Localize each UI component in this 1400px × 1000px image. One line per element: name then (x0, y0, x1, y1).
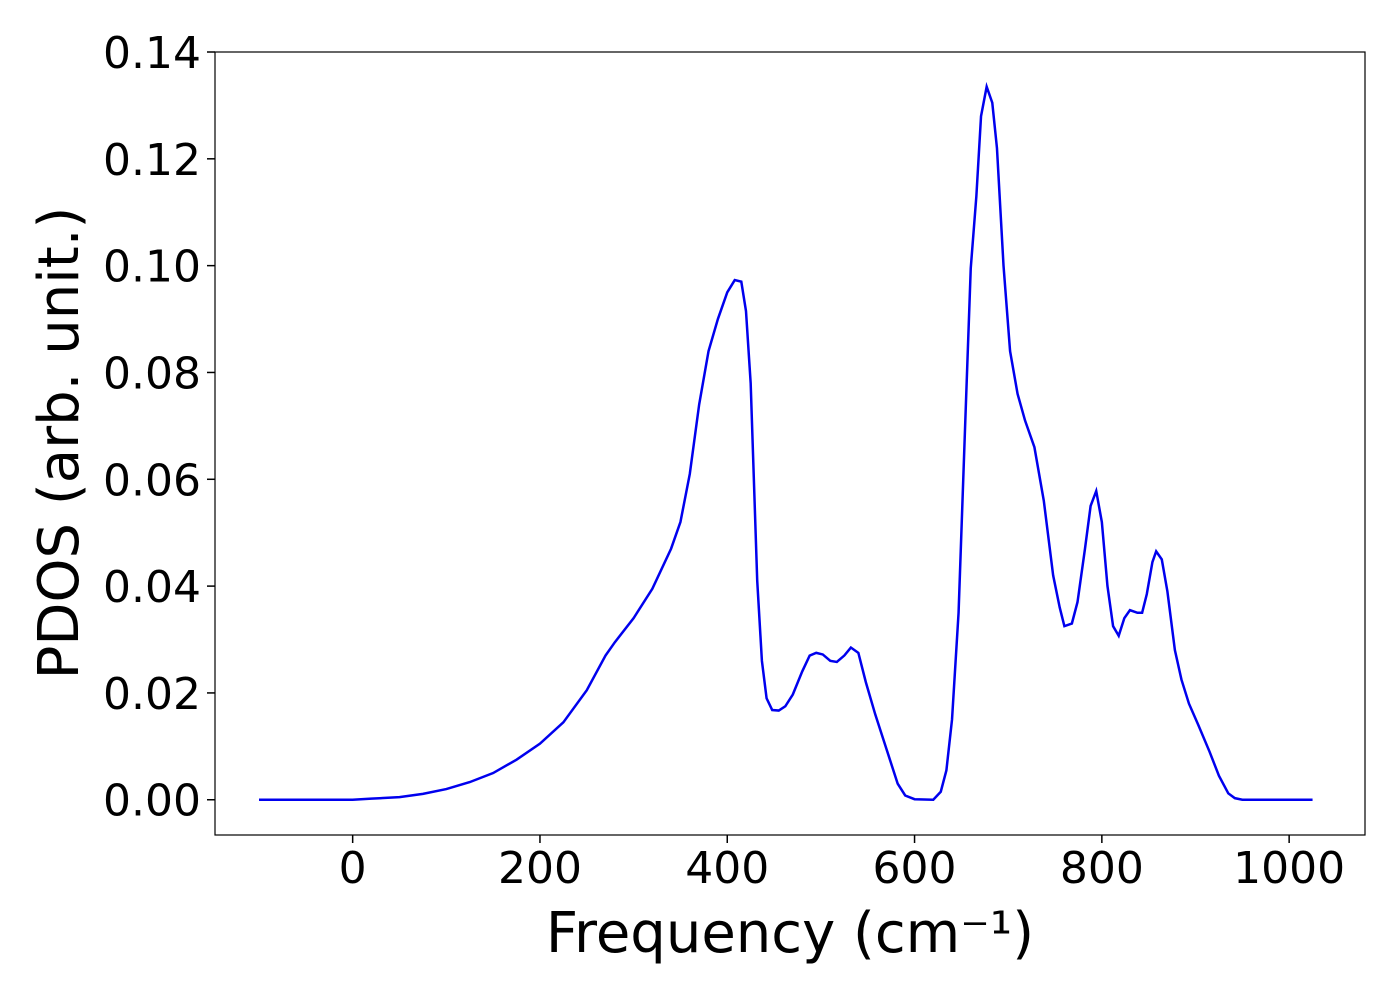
y-tick-label: 0.04 (103, 562, 201, 613)
x-tick-label: 0 (339, 843, 367, 894)
x-tick-label: 1000 (1233, 843, 1345, 894)
plot-frame (214, 51, 1366, 836)
y-tick-label: 0.10 (103, 242, 201, 293)
y-tick-label: 0.12 (103, 135, 201, 186)
line-series (259, 81, 1313, 802)
y-tick-label: 0.06 (103, 455, 201, 506)
x-tick-label: 400 (685, 843, 769, 894)
y-axis-label: PDOS (arb. unit.) (27, 207, 92, 680)
y-tick-label: 0.02 (103, 669, 201, 720)
y-tick-label: 0.00 (103, 776, 201, 827)
x-tick-label: 600 (873, 843, 957, 894)
x-axis-label: Frequency (cm⁻¹) (546, 901, 1034, 966)
x-tick-label: 800 (1060, 843, 1144, 894)
y-tick-label: 0.14 (103, 28, 201, 79)
y-tick-label: 0.08 (103, 348, 201, 399)
x-tick-label: 200 (498, 843, 582, 894)
